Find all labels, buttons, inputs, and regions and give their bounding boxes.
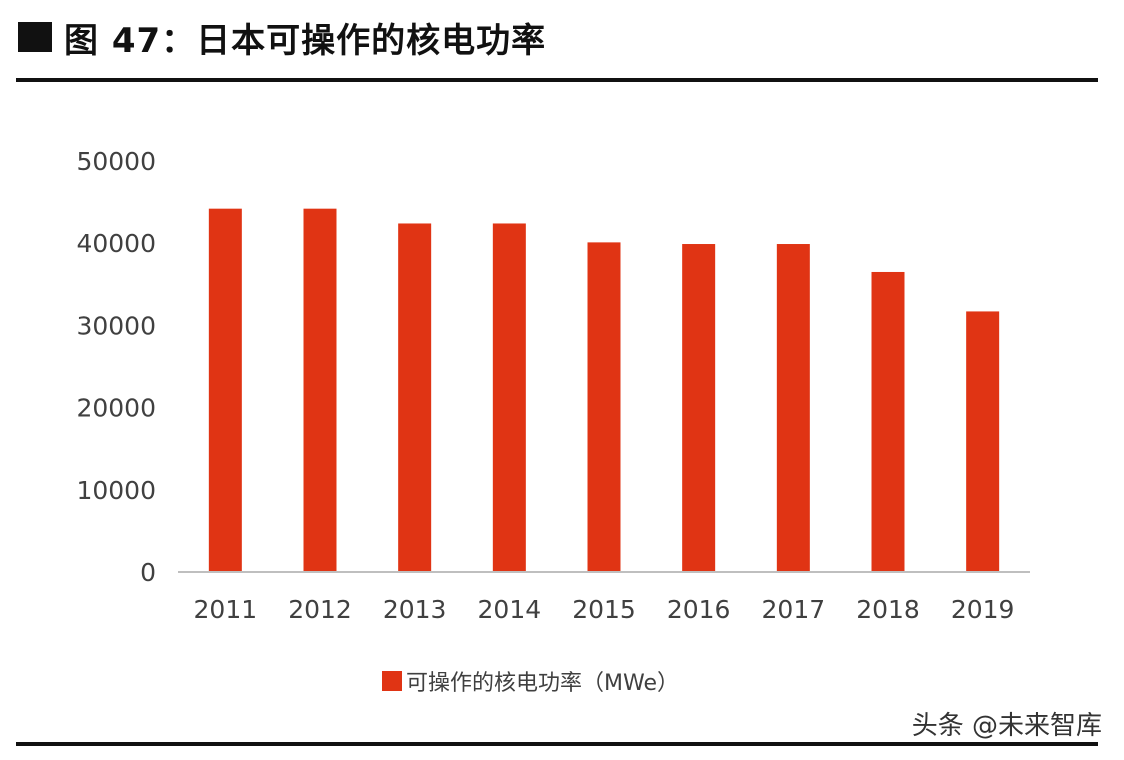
legend-swatch (382, 671, 402, 691)
x-tick-label: 2015 (572, 595, 636, 624)
y-tick-label: 20000 (76, 394, 156, 423)
watermark: 头条 @未来智库 (911, 711, 1102, 741)
bar-2012 (303, 208, 337, 572)
y-tick-label: 0 (140, 558, 156, 587)
bar-2014 (492, 223, 526, 573)
bottom-rule (16, 742, 1098, 746)
y-tick-label: 30000 (76, 311, 156, 340)
x-tick-label: 2013 (383, 595, 447, 624)
top-rule (16, 78, 1098, 82)
x-tick-label: 2018 (856, 595, 920, 624)
y-tick-label: 40000 (76, 229, 156, 258)
bar-2011 (208, 208, 242, 572)
x-tick-label: 2011 (194, 595, 258, 624)
y-tick-label: 50000 (76, 147, 156, 176)
legend-label: 可操作的核电功率（MWe） (406, 671, 679, 696)
bar-2013 (398, 223, 432, 573)
bar-2018 (871, 271, 905, 572)
figure-title: 图 47：日本可操作的核电功率 (64, 20, 547, 61)
x-tick-label: 2014 (478, 595, 542, 624)
bar-2015 (587, 242, 621, 573)
x-tick-label: 2017 (762, 595, 826, 624)
bar-2016 (682, 244, 716, 572)
x-tick-label: 2012 (288, 595, 352, 624)
bar-2017 (776, 244, 810, 572)
y-tick-label: 10000 (76, 476, 156, 505)
x-tick-label: 2016 (667, 595, 731, 624)
x-tick-label: 2019 (951, 595, 1015, 624)
figure-header: 图 47：日本可操作的核电功率 (18, 12, 546, 62)
figure-square-icon (18, 22, 52, 52)
bar-2019 (966, 311, 1000, 572)
